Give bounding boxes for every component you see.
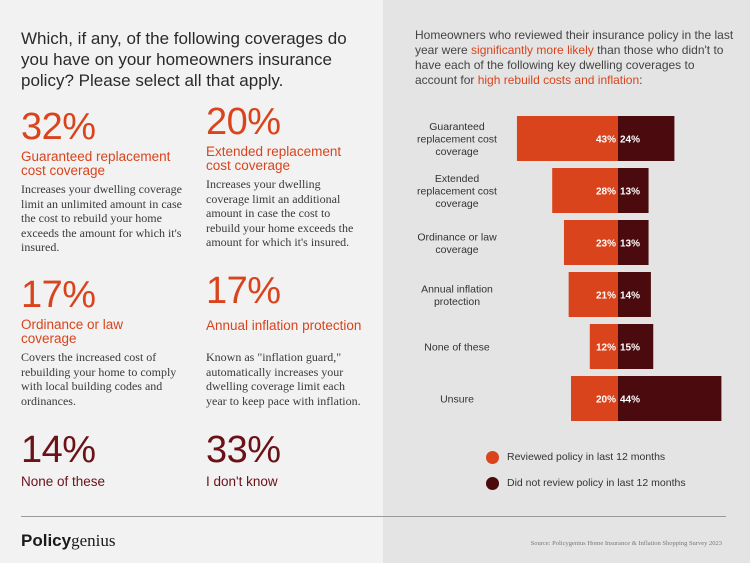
- bar-reviewed: [516, 116, 618, 161]
- logo-bold: Policy: [21, 531, 72, 550]
- bar-not-reviewed: [618, 116, 675, 161]
- stat-label: None of these: [21, 474, 106, 489]
- legend-label: Reviewed policy in last 12 months: [507, 451, 666, 463]
- stat-description: Known as "inflation guard," automaticall…: [206, 350, 361, 408]
- stat-label: Annual inflation protection: [206, 318, 362, 333]
- source-note: Source: Policygenius Home Insurance & In…: [530, 540, 722, 547]
- bar-reviewed: [552, 168, 618, 213]
- survey-question: Which, if any, of the following coverage…: [21, 29, 347, 90]
- bar-reviewed: [563, 220, 618, 265]
- bar-reviewed: [568, 272, 618, 317]
- intro-highlight-2: high rebuild costs and inflation: [477, 73, 640, 87]
- value-label-not-reviewed: 14%: [620, 291, 640, 302]
- value-label-reviewed: 43%: [596, 135, 616, 146]
- bar-not-reviewed: [618, 220, 649, 265]
- stat-label: I don't know: [206, 474, 278, 489]
- value-label-not-reviewed: 13%: [620, 239, 640, 250]
- bar-reviewed: [571, 376, 618, 421]
- intro-text-3: :: [639, 73, 643, 87]
- stat-percent: 32%: [21, 106, 96, 148]
- stat-description: Increases your dwelling coverage limit a…: [206, 177, 354, 249]
- value-label-not-reviewed: 24%: [620, 135, 640, 146]
- value-label-not-reviewed: 15%: [620, 343, 640, 354]
- logo-light: genius: [71, 531, 116, 550]
- stat-percent: 33%: [206, 429, 281, 471]
- stat-annual-inflation: 17% Annual inflation protection Known as…: [206, 272, 371, 408]
- stat-label: Guaranteed replacement cost coverage: [21, 149, 171, 178]
- diverging-bar-chart: 43% 24% Guaranteed replacement cost coverage…: [417, 116, 722, 421]
- bar-not-reviewed: [618, 168, 649, 213]
- legend-label: Did not review policy in last 12 months: [507, 477, 686, 489]
- intro-text-2: than those who didn't to have each of th…: [415, 43, 724, 87]
- category-label: None of these: [424, 342, 490, 354]
- footer-divider: [21, 516, 726, 517]
- stat-percent: 20%: [206, 101, 281, 143]
- bar-not-reviewed: [618, 324, 654, 369]
- bar-reviewed: [589, 324, 618, 369]
- value-label-not-reviewed: 44%: [620, 395, 640, 406]
- stat-percent: 17%: [21, 274, 96, 316]
- value-label-not-reviewed: 13%: [620, 187, 640, 198]
- stat-guaranteed-replacement: 32% Guaranteed replacement cost coverage…: [21, 108, 196, 255]
- bar-not-reviewed: [618, 272, 651, 317]
- left-panel: [0, 0, 383, 563]
- chart-intro: Homeowners who reviewed their insurance …: [415, 28, 735, 88]
- stat-none-of-these: 14% None of these: [21, 431, 181, 489]
- stat-description: Increases your dwelling coverage limit a…: [21, 182, 182, 254]
- value-label-reviewed: 12%: [596, 343, 616, 354]
- stat-dont-know: 33% I don't know: [206, 431, 366, 489]
- stat-percent: 17%: [206, 270, 281, 312]
- value-label-reviewed: 28%: [596, 187, 616, 198]
- stat-ordinance-law: 17% Ordinance or law coverage Covers the…: [21, 276, 186, 408]
- intro-highlight-1: significantly more likely: [471, 43, 594, 57]
- category-label: Extended replacement cost coverage: [417, 173, 497, 210]
- category-label: Guaranteed replacement cost coverage: [417, 121, 497, 158]
- value-label-reviewed: 21%: [596, 291, 616, 302]
- legend-swatch-orange: [486, 451, 499, 464]
- stat-label: Ordinance or law coverage: [21, 317, 124, 346]
- legend-swatch-dark: [486, 477, 499, 490]
- stat-extended-replacement: 20% Extended replacement cost coverage I…: [206, 103, 366, 250]
- category-label: Annual inflation protection: [421, 283, 493, 308]
- category-label: Unsure: [440, 394, 474, 406]
- value-label-reviewed: 23%: [596, 239, 616, 250]
- category-label: Ordinance or law coverage: [417, 231, 497, 256]
- bar-not-reviewed: [618, 376, 722, 421]
- policygenius-logo: Policygenius: [21, 531, 115, 551]
- stat-percent: 14%: [21, 429, 96, 471]
- stat-label: Extended replacement cost coverage: [206, 144, 342, 173]
- stat-description: Covers the increased cost of rebuilding …: [21, 350, 177, 408]
- intro-text-1: Homeowners who reviewed their insurance …: [415, 28, 734, 57]
- value-label-reviewed: 20%: [596, 395, 616, 406]
